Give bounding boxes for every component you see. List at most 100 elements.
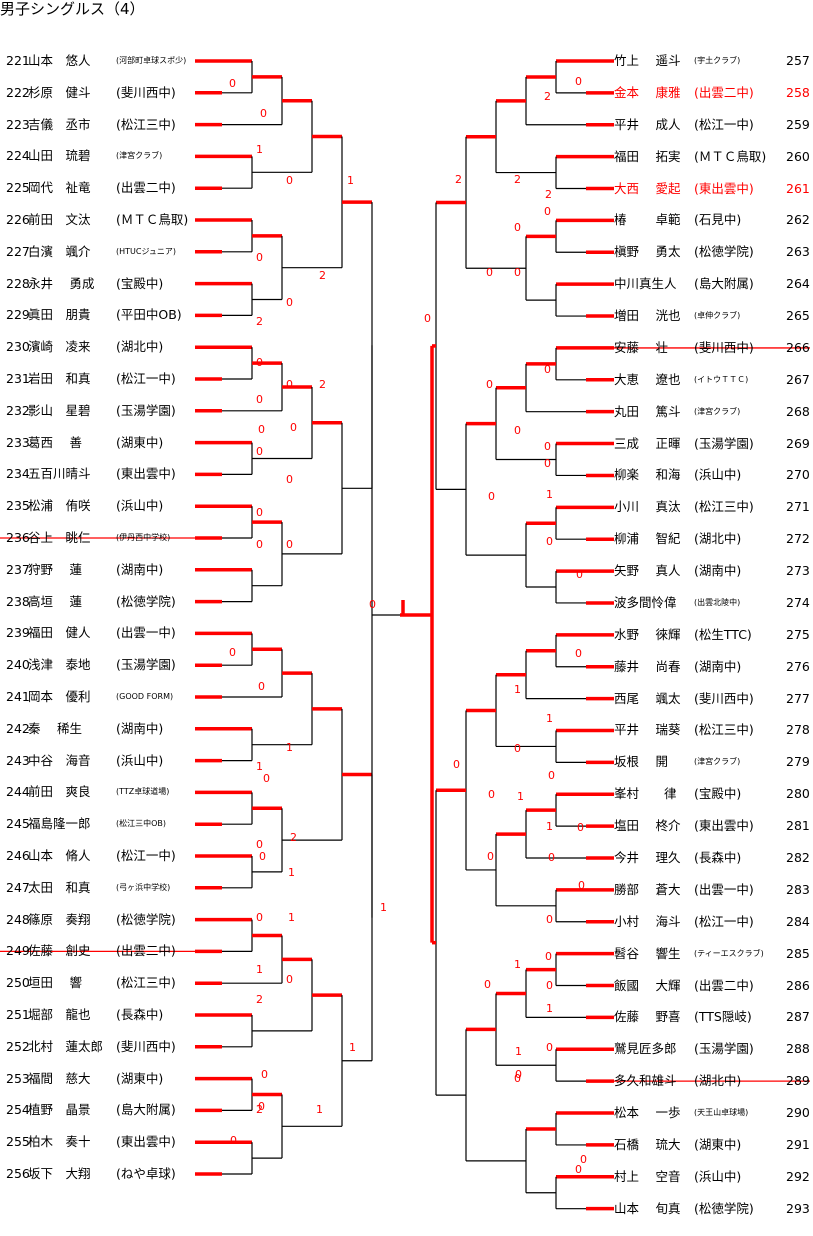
match-score: 1	[288, 866, 295, 879]
player-name: 福間 慈大	[28, 1070, 91, 1086]
player-affiliation: (斐川西中)	[116, 1038, 176, 1054]
player-number: 236	[6, 530, 30, 545]
player-affiliation: (伊丹西中学校)	[116, 533, 171, 542]
player-name: 高垣 蓮	[28, 593, 82, 609]
player-name: 増田 洸也	[614, 308, 681, 324]
player-number: 243	[6, 752, 30, 768]
player-name: 峯村 律	[614, 786, 677, 802]
player-name: 岡本 優利	[28, 689, 91, 704]
match-score: 0	[484, 978, 491, 991]
player-affiliation: (長森中)	[694, 850, 742, 865]
match-score: 0	[256, 251, 263, 264]
player-affiliation: (玉湯学園)	[116, 657, 176, 673]
match-score: 0	[286, 473, 293, 486]
match-score: 0	[546, 913, 553, 926]
player-number: 239	[6, 625, 30, 641]
player-number: 246	[6, 848, 30, 863]
player-affiliation: (浜山中)	[116, 498, 164, 514]
player-affiliation: (湖東中)	[116, 434, 164, 450]
match-score: 1	[316, 1103, 323, 1116]
player-number: 287	[786, 1009, 810, 1025]
match-score: 0	[261, 1068, 268, 1081]
player-number: 223	[6, 116, 30, 132]
player-number: 253	[6, 1070, 30, 1086]
player-number: 279	[786, 754, 810, 770]
player-name: 篠原 奏翔	[28, 911, 91, 927]
player-name: 西尾 颯太	[614, 690, 681, 706]
match-score: 0	[453, 758, 460, 771]
player-affiliation: (ねや卓球)	[116, 1166, 176, 1181]
player-number: 282	[786, 850, 810, 865]
player-name: 坂下 大翔	[28, 1166, 91, 1181]
player-affiliation: (河部町卓球スポ少)	[116, 56, 187, 65]
player-affiliation: (東出雲中)	[694, 180, 754, 196]
player-affiliation: (TTZ卓球道場)	[116, 787, 170, 797]
match-score: 0	[544, 440, 551, 453]
player-number: 245	[6, 816, 30, 832]
player-affiliation: (出雲北陵中)	[694, 597, 741, 607]
player-affiliation: (松江三中)	[116, 975, 176, 991]
player-affiliation: (東出雲中)	[116, 1134, 176, 1150]
player-affiliation: (松徳学院)	[116, 911, 176, 927]
player-number: 235	[6, 498, 30, 514]
player-number: 250	[6, 975, 30, 991]
player-name: 福島隆一郎	[28, 816, 91, 832]
player-affiliation: (斐川西中)	[116, 84, 176, 100]
player-name: 太田 和真	[28, 879, 91, 895]
match-score: 2	[455, 173, 462, 186]
player-number: 242	[6, 720, 30, 736]
player-number: 234	[6, 466, 30, 482]
player-number: 267	[786, 371, 810, 387]
match-score: 0	[256, 538, 263, 551]
player-name: 眞田 朋貴	[28, 307, 91, 323]
player-number: 273	[786, 563, 810, 579]
match-score: 0	[514, 1072, 521, 1085]
match-score: 0	[546, 979, 553, 992]
match-score: 0	[286, 378, 293, 391]
player-name: 柏木 奏十	[28, 1134, 91, 1150]
player-affiliation: (津宮クラブ)	[694, 757, 741, 767]
player-affiliation: (ティーエスクラブ)	[694, 948, 764, 958]
player-name: 岡代 祉竜	[28, 180, 91, 196]
match-score: 0	[258, 1100, 265, 1113]
match-score: 0	[424, 312, 431, 325]
player-name: 三成 正暉	[614, 435, 681, 451]
match-score: 0	[486, 378, 493, 391]
player-affiliation: (東出雲中)	[694, 818, 754, 834]
player-name: 狩野 蓮	[28, 561, 82, 577]
player-affiliation: (宝殿中)	[116, 275, 164, 291]
player-number: 277	[786, 690, 810, 706]
player-number: 256	[6, 1166, 30, 1181]
player-number: 241	[6, 689, 30, 704]
player-number: 291	[786, 1136, 810, 1152]
player-number: 254	[6, 1102, 30, 1118]
player-affiliation: (TTS隠岐)	[694, 1009, 752, 1025]
player-name: 鷲見匠多郎	[614, 1041, 677, 1057]
player-affiliation: (卓伸クラブ)	[694, 311, 741, 321]
match-score: 0	[258, 423, 265, 436]
player-affiliation: (浜山中)	[694, 467, 742, 483]
player-affiliation: (松徳学院)	[116, 593, 176, 609]
player-name: 福田 拓実	[614, 148, 681, 164]
match-score: 2	[514, 173, 521, 186]
match-score: 0	[514, 266, 521, 279]
player-number: 285	[786, 945, 810, 961]
player-number: 292	[786, 1168, 810, 1184]
match-score: 0	[548, 851, 555, 864]
player-name: 佐藤 野喜	[614, 1009, 681, 1025]
match-score: 0	[286, 296, 293, 309]
player-name: 中谷 海音	[28, 752, 91, 768]
player-affiliation: (出雲二中)	[116, 180, 176, 196]
match-score: 0	[488, 788, 495, 801]
player-number: 275	[786, 626, 810, 642]
player-name: 村上 空音	[614, 1168, 681, 1184]
player-name: 福田 健人	[28, 625, 91, 641]
player-affiliation: (ＭＴＣ鳥取)	[116, 212, 189, 227]
match-score: 2	[319, 378, 326, 391]
player-name: 椿 卓範	[614, 212, 681, 228]
player-number: 280	[786, 786, 810, 802]
match-score: 2	[545, 188, 552, 201]
match-score: 0	[487, 850, 494, 863]
player-number: 224	[6, 148, 30, 164]
match-score: 0	[256, 838, 263, 851]
